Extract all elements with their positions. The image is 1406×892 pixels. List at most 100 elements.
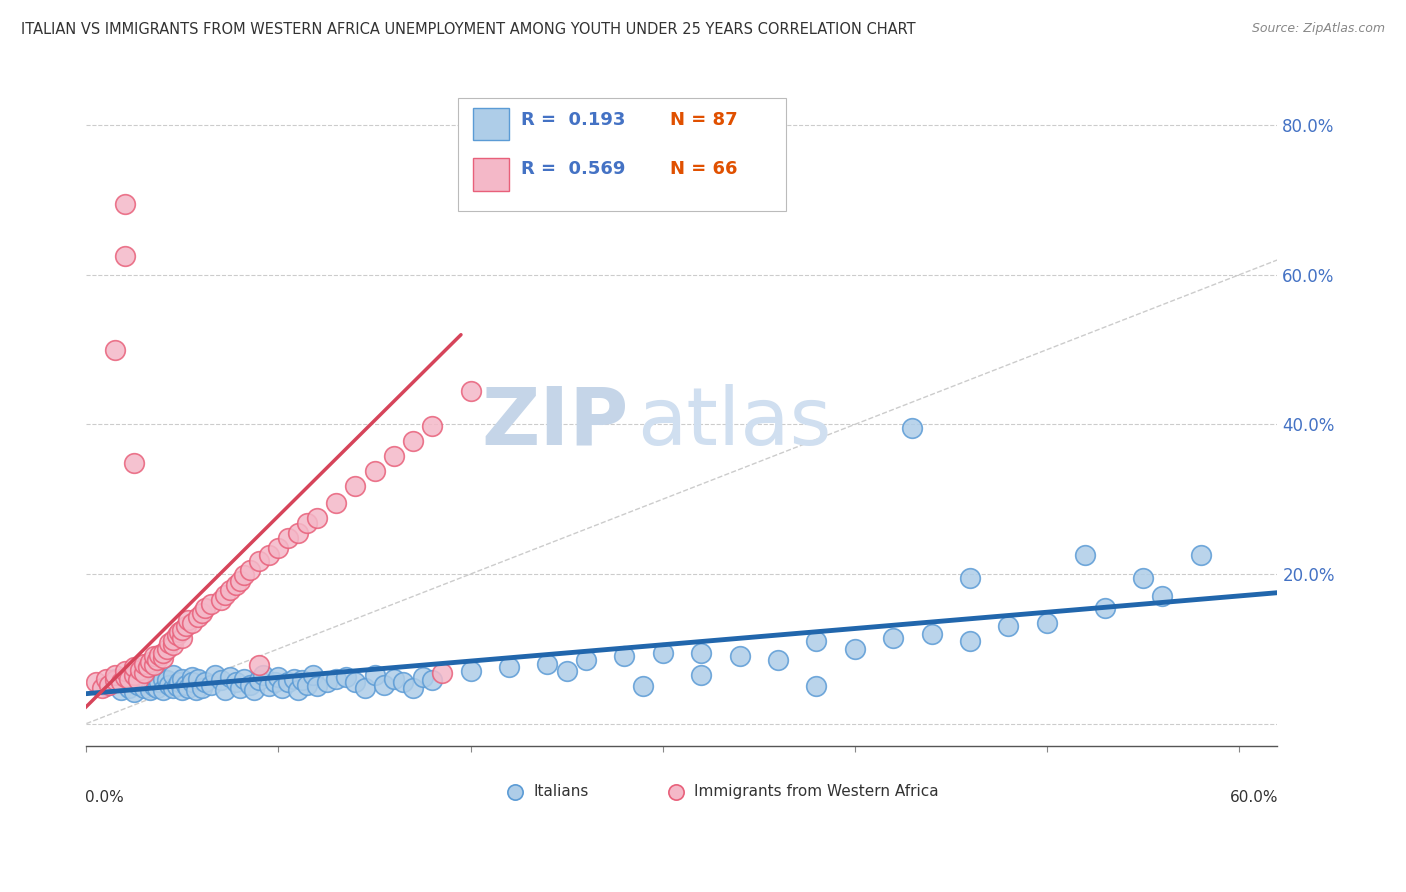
Point [263,675,285,690]
Point [232,672,254,686]
Point [167,675,190,690]
Point [460,384,482,398]
Text: R =  0.569: R = 0.569 [522,161,626,178]
Point [124,673,146,688]
Point [200,597,222,611]
Point [172,672,194,686]
Point [172,623,194,637]
Point [219,583,242,598]
Point [209,673,232,688]
Point [152,672,174,686]
Point [104,668,127,682]
Point [177,681,200,695]
Point [174,678,197,692]
Point [882,631,904,645]
Point [344,479,367,493]
Text: ITALIAN VS IMMIGRANTS FROM WESTERN AFRICA UNEMPLOYMENT AMONG YOUTH UNDER 25 YEAR: ITALIAN VS IMMIGRANTS FROM WESTERN AFRIC… [21,22,915,37]
Point [181,615,204,630]
Point [728,649,751,664]
Point [382,449,405,463]
Point [124,668,146,682]
Point [420,673,443,688]
Point [127,678,149,692]
Point [148,675,170,690]
Point [162,638,184,652]
Point [257,679,280,693]
Point [132,657,155,671]
Point [110,675,132,690]
Point [139,682,162,697]
Point [166,679,188,693]
Point [363,668,385,682]
Point [127,673,149,688]
Point [84,675,107,690]
Point [239,563,262,577]
Point [1094,600,1116,615]
Point [844,641,866,656]
Point [302,668,325,682]
Point [305,511,328,525]
Point [498,660,520,674]
Point [142,679,165,693]
Point [204,668,226,682]
Point [252,668,274,682]
Point [132,681,155,695]
Point [132,672,155,686]
Point [267,541,290,555]
Point [114,664,136,678]
Point [921,627,943,641]
Point [114,197,136,211]
Point [287,525,309,540]
Text: N = 87: N = 87 [671,112,738,129]
Point [325,672,347,686]
Point [305,679,328,693]
Point [214,682,236,697]
Point [283,672,305,686]
Point [575,653,598,667]
Point [177,613,200,627]
Point [156,641,179,656]
Point [613,649,636,664]
Point [181,670,204,684]
Point [142,670,165,684]
FancyBboxPatch shape [474,159,509,191]
Point [901,421,924,435]
Point [229,574,252,589]
Point [766,653,789,667]
Text: 0.0%: 0.0% [86,789,124,805]
Point [690,646,713,660]
Point [94,672,117,686]
Point [184,682,207,697]
Point [167,625,190,640]
FancyBboxPatch shape [458,98,786,211]
Point [118,672,141,686]
Point [412,670,434,684]
Point [277,531,299,545]
Point [959,634,981,648]
Point [997,619,1019,633]
Point [460,664,482,678]
Text: Source: ZipAtlas.com: Source: ZipAtlas.com [1251,22,1385,36]
Point [114,249,136,263]
Point [181,675,204,690]
Point [290,673,312,688]
Point [152,682,174,697]
Point [142,649,165,664]
Point [242,682,264,697]
Point [373,678,395,692]
Text: 60.0%: 60.0% [1230,789,1278,805]
Point [315,675,337,690]
Point [959,571,981,585]
Point [1189,549,1212,563]
Point [110,682,132,697]
Point [104,343,127,357]
Point [277,675,299,690]
Point [225,578,247,592]
Point [536,657,558,671]
Point [162,681,184,695]
Text: ZIP: ZIP [481,384,628,462]
Point [194,675,217,690]
Point [363,464,385,478]
Point [271,681,294,695]
Point [94,679,117,693]
